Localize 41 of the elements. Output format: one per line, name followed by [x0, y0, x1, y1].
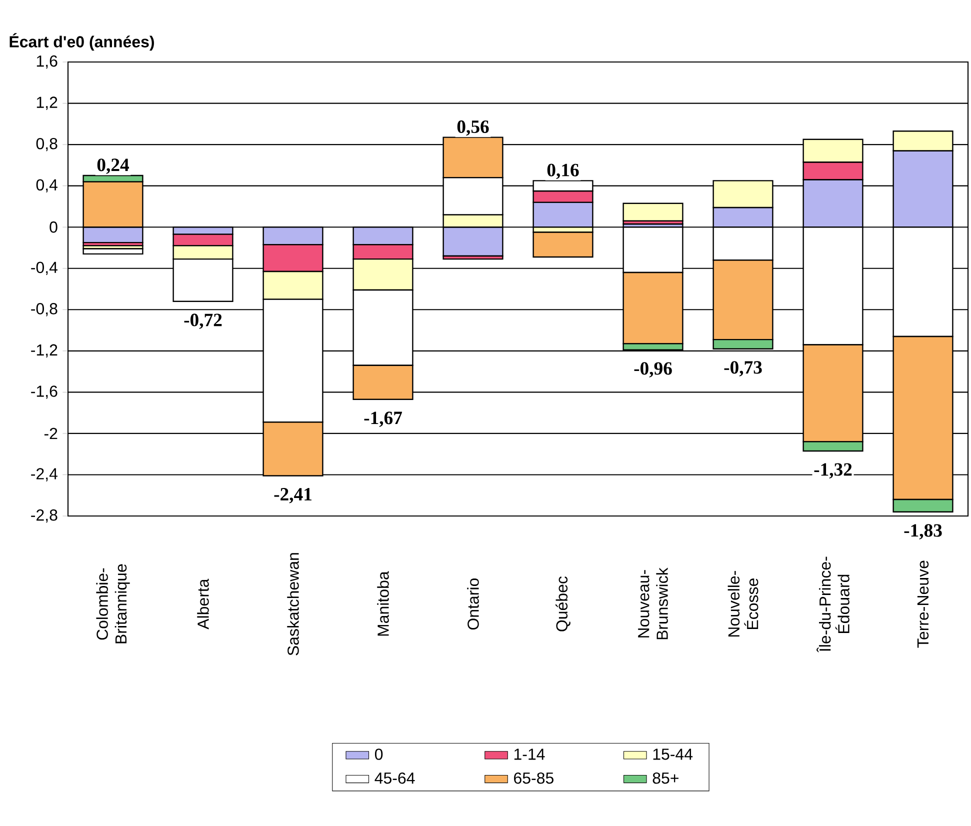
- x-tick-label: Colombie-Britannique: [96, 564, 130, 644]
- y-tick-label: -1,6: [31, 386, 58, 399]
- y-tick-label: -2: [44, 428, 58, 440]
- y-tick-label: 0,4: [36, 179, 58, 192]
- y-tick-label: -1,2: [31, 344, 58, 358]
- x-tick-label: Saskatchewan: [287, 553, 299, 656]
- text: 0,24: [97, 158, 129, 174]
- x-tick-label: Nouvelle-Écosse: [728, 570, 758, 637]
- x-tick-label: Île-du-Prince-Édouard: [816, 556, 850, 652]
- y-tick-label: -2,8: [31, 509, 58, 523]
- x-tick-label: Nouveau-Brunswick: [638, 568, 668, 640]
- text: -0,73: [724, 361, 762, 376]
- text: -1,83: [904, 524, 942, 540]
- y-tick-label: 1,6: [36, 55, 58, 69]
- y-tick-label: -0,8: [31, 303, 58, 316]
- legend-label: 15-44: [653, 748, 693, 760]
- text: -1,67: [364, 412, 402, 427]
- y-tick-label: -0,4: [31, 262, 58, 275]
- y-tick-label: -2,4: [31, 468, 58, 482]
- y-axis-title: Écart d'e0 (années): [10, 33, 154, 51]
- text: -1,32: [814, 463, 852, 479]
- y-tick-label: 1,2: [36, 96, 58, 110]
- legend-label: 65-85: [514, 772, 554, 784]
- text: -0,96: [634, 362, 672, 378]
- y-tick-label: 0: [50, 221, 58, 233]
- x-tick-label: Terre-Neuve: [917, 560, 929, 648]
- x-tick-label: Alberta: [197, 578, 209, 630]
- legend-label: 0: [374, 748, 383, 760]
- x-tick-label: Québec: [556, 576, 570, 632]
- bar: [82, 248, 144, 255]
- x-tick-label: Ontario: [467, 578, 479, 630]
- text: -0,72: [184, 314, 222, 329]
- text: 0,56: [457, 120, 489, 136]
- text: 0,16: [547, 164, 579, 180]
- legend-label: 85+: [652, 772, 678, 784]
- legend-label: 1-14: [514, 748, 545, 760]
- text: -2,41: [274, 488, 312, 504]
- y-tick-label: 0,8: [36, 138, 58, 152]
- legend-label: 45-64: [374, 772, 415, 784]
- bar: [622, 202, 684, 222]
- x-tick-label: Manitoba: [377, 571, 389, 636]
